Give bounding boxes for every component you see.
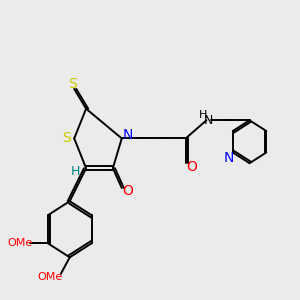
- Text: O: O: [122, 184, 133, 198]
- Text: N: N: [122, 128, 133, 142]
- Text: H: H: [71, 165, 80, 178]
- Text: OMe: OMe: [7, 238, 32, 248]
- Text: N: N: [204, 114, 214, 127]
- Text: OMe: OMe: [38, 272, 63, 282]
- Text: O: O: [186, 160, 197, 173]
- Text: H: H: [199, 110, 208, 120]
- Text: N: N: [224, 152, 235, 165]
- Text: S: S: [68, 77, 77, 91]
- Text: S: S: [62, 131, 71, 146]
